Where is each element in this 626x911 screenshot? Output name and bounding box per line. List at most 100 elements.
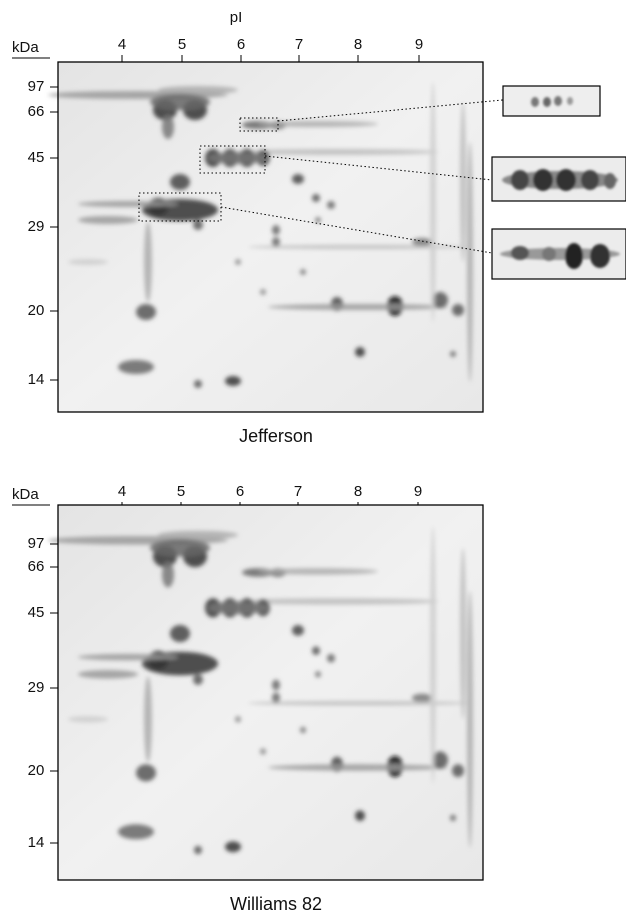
gel-spot: [460, 102, 466, 262]
y-tick-label: 29: [28, 218, 45, 235]
y-tick-label: 97: [28, 535, 45, 552]
x-tick-label: 7: [295, 36, 303, 53]
gel-frame: [57, 61, 484, 413]
gel-spot: [272, 679, 280, 691]
gel-spots: [48, 82, 473, 388]
gel-spot: [292, 625, 304, 636]
x-tick-label: 5: [178, 36, 186, 53]
y-tick-label: 20: [28, 762, 45, 779]
x-tick-label: 8: [354, 483, 362, 500]
gel-spot: [150, 539, 210, 557]
gel-spot: [272, 225, 280, 235]
x-tick-label: 6: [237, 36, 245, 53]
gel-spot: [432, 292, 448, 308]
gel-spot: [194, 380, 202, 388]
y-tick-label: 14: [28, 371, 45, 388]
insets: [138, 85, 626, 280]
gel-background: [58, 62, 483, 412]
gel-spot: [460, 547, 466, 720]
gel-spot: [260, 289, 266, 295]
gel-spot: [452, 304, 464, 316]
y-unit: kDa: [12, 39, 39, 56]
gel-spot: [118, 824, 154, 840]
gel-spots: [48, 526, 473, 855]
x-tick-label: 6: [236, 483, 244, 500]
gel-spot: [327, 653, 335, 663]
gel-spot: [162, 115, 174, 139]
y-tick-label: 45: [28, 149, 45, 166]
y-tick-label: 45: [28, 604, 45, 621]
gel-spot: [78, 216, 138, 224]
gel-spot: [248, 245, 468, 249]
gel-spot: [268, 764, 448, 771]
y-tick-label: 66: [28, 103, 45, 120]
gel-spot: [208, 601, 268, 615]
gel-spot: [258, 121, 378, 127]
gel-spot: [68, 259, 108, 265]
gel-spot: [292, 174, 304, 184]
axis-title: pI: [230, 9, 243, 26]
y-tick-label: 14: [28, 834, 45, 851]
y-tick-label: 97: [28, 78, 45, 95]
gel-spot: [235, 259, 241, 265]
gel-spot: [118, 360, 154, 374]
gel-background: [58, 505, 483, 880]
gel-spot: [78, 653, 178, 661]
y-tick-label: 29: [28, 679, 45, 696]
gel-spot: [312, 646, 320, 655]
gel-frame: [57, 504, 484, 881]
panel-caption: Williams 82: [230, 894, 322, 911]
x-tick-label: 9: [414, 483, 422, 500]
gel-spot: [452, 764, 464, 778]
gel-spot: [430, 82, 436, 322]
gel-spot: [315, 671, 321, 678]
gel-spot: [327, 201, 335, 209]
x-tick-label: 5: [177, 483, 185, 500]
gel-spot: [430, 526, 436, 784]
selection-box: [199, 145, 266, 174]
gel-spot: [136, 764, 156, 782]
gel-spot: [467, 142, 473, 382]
x-tick-label: 8: [354, 36, 362, 53]
gel-spot: [194, 845, 202, 855]
gel-spot: [235, 716, 241, 723]
gel-spot: [467, 590, 473, 848]
gel-spot: [68, 716, 108, 723]
gel-spot: [225, 376, 241, 386]
gel-spot: [162, 561, 174, 588]
y-tick-label: 66: [28, 558, 45, 575]
gel-spot: [78, 201, 178, 207]
gel-spot: [432, 751, 448, 769]
x-tick-label: 7: [294, 483, 302, 500]
gel-spot: [412, 693, 432, 703]
gel-spot: [238, 598, 438, 605]
connector: [220, 206, 493, 254]
gel-spot: [355, 347, 365, 357]
gel-spot: [193, 674, 203, 686]
gel-spot: [144, 676, 152, 763]
gel-spot: [450, 814, 456, 822]
gel-spot: [260, 748, 266, 755]
gel-spot: [170, 625, 190, 643]
gel-spot: [193, 220, 203, 230]
panel-caption: Jefferson: [239, 426, 313, 446]
gel-spot: [272, 692, 280, 704]
gel-spot: [300, 726, 306, 734]
gel-spot: [238, 149, 438, 155]
y-tick-label: 20: [28, 302, 45, 319]
connector: [277, 99, 504, 122]
gel-spot: [148, 650, 168, 670]
gel-spot: [355, 810, 365, 822]
gel-spot: [150, 94, 210, 110]
gel-spot: [450, 351, 456, 357]
gel-spot: [272, 237, 280, 247]
gel-spot: [158, 86, 238, 94]
y-unit: kDa: [12, 486, 39, 503]
gel-spot: [158, 530, 238, 540]
gel-spot: [315, 217, 321, 223]
gel-spot: [148, 198, 168, 216]
gel-spot: [225, 841, 241, 853]
